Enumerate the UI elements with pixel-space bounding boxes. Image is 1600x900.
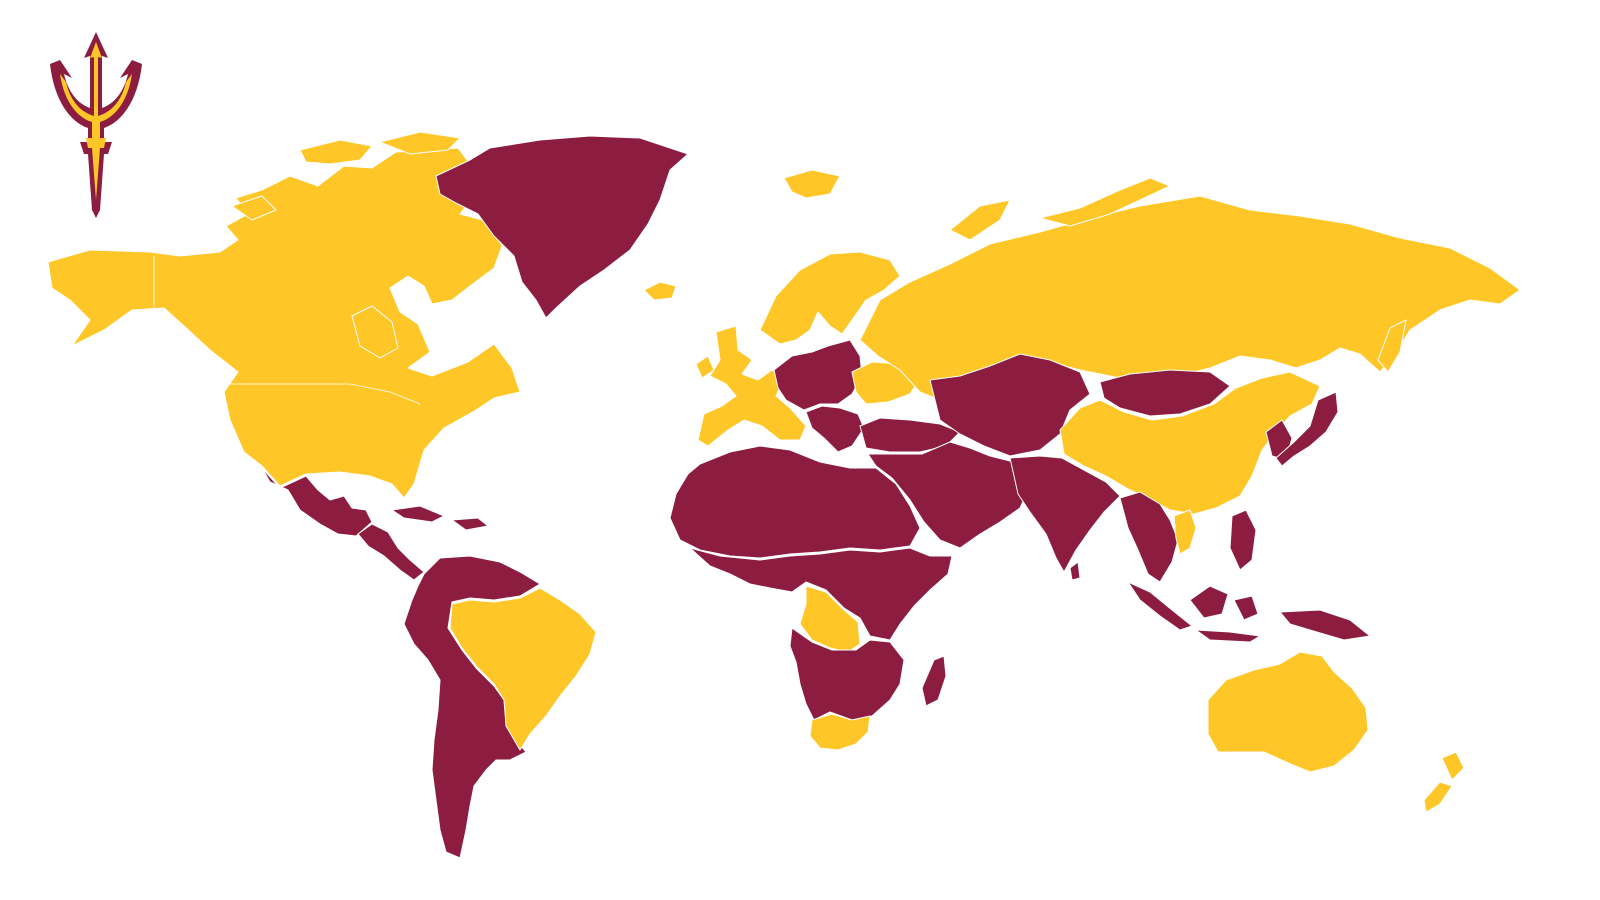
- region-madagascar: [921, 655, 947, 707]
- region-central-asia: [929, 353, 1091, 457]
- region-north-america: [47, 147, 521, 499]
- region-south-africa: [809, 713, 871, 751]
- region-western-europe: [695, 325, 807, 447]
- region-caribbean: [391, 505, 489, 531]
- region-mexico: [261, 467, 373, 537]
- region-iceland: [643, 281, 677, 301]
- region-australia: [1207, 651, 1369, 773]
- region-vietnam: [1173, 509, 1197, 555]
- region-southeast-asia: [1119, 491, 1257, 583]
- region-central-europe: [773, 339, 863, 411]
- region-greenland: [435, 135, 689, 319]
- region-arctic-islands: [231, 131, 461, 221]
- region-south-america: [403, 555, 541, 859]
- region-russia-islands: [949, 177, 1407, 373]
- region-central-africa: [689, 547, 953, 641]
- region-brazil: [449, 587, 597, 751]
- pitchfork-logo-icon: [50, 32, 142, 218]
- region-turkey: [859, 417, 961, 453]
- region-south-asia: [1009, 455, 1121, 581]
- region-japan: [1275, 391, 1339, 467]
- region-north-africa: [669, 445, 921, 559]
- region-central-america: [357, 523, 425, 581]
- region-new-zealand: [1423, 751, 1465, 813]
- region-middle-east: [867, 441, 1031, 549]
- region-svalbard: [783, 169, 841, 199]
- region-southern-africa: [789, 627, 905, 721]
- logo-inner: [60, 42, 132, 200]
- region-scandinavia: [759, 251, 901, 345]
- region-mongolia: [1099, 369, 1231, 417]
- region-indonesia: [1127, 581, 1371, 643]
- region-balkans: [805, 405, 865, 453]
